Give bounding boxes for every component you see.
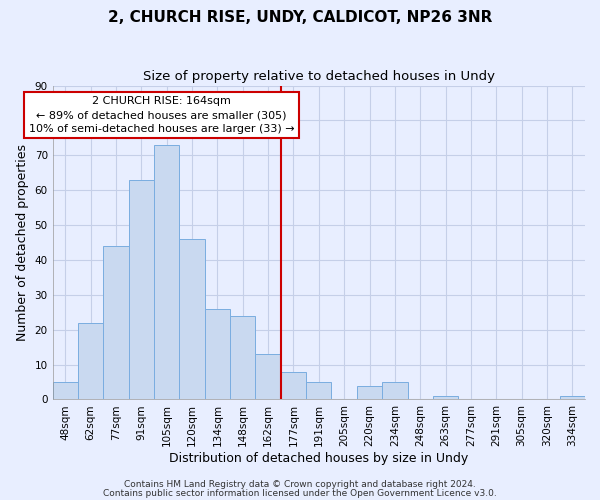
Y-axis label: Number of detached properties: Number of detached properties (16, 144, 29, 341)
X-axis label: Distribution of detached houses by size in Undy: Distribution of detached houses by size … (169, 452, 469, 465)
Bar (560, 396, 585, 400)
Bar (306, 382, 331, 400)
Text: 2, CHURCH RISE, UNDY, CALDICOT, NP26 3NR: 2, CHURCH RISE, UNDY, CALDICOT, NP26 3NR (108, 10, 492, 25)
Bar (128, 180, 154, 400)
Title: Size of property relative to detached houses in Undy: Size of property relative to detached ho… (143, 70, 495, 83)
Text: Contains HM Land Registry data © Crown copyright and database right 2024.: Contains HM Land Registry data © Crown c… (124, 480, 476, 489)
Bar (281, 372, 306, 400)
Bar (230, 316, 256, 400)
Bar (103, 246, 128, 400)
Bar (154, 145, 179, 400)
Bar (433, 396, 458, 400)
Bar (78, 322, 103, 400)
Bar (256, 354, 281, 400)
Bar (357, 386, 382, 400)
Bar (53, 382, 78, 400)
Bar (205, 309, 230, 400)
Bar (179, 239, 205, 400)
Text: Contains public sector information licensed under the Open Government Licence v3: Contains public sector information licen… (103, 488, 497, 498)
Text: 2 CHURCH RISE: 164sqm
← 89% of detached houses are smaller (305)
10% of semi-det: 2 CHURCH RISE: 164sqm ← 89% of detached … (29, 96, 295, 134)
Bar (382, 382, 407, 400)
